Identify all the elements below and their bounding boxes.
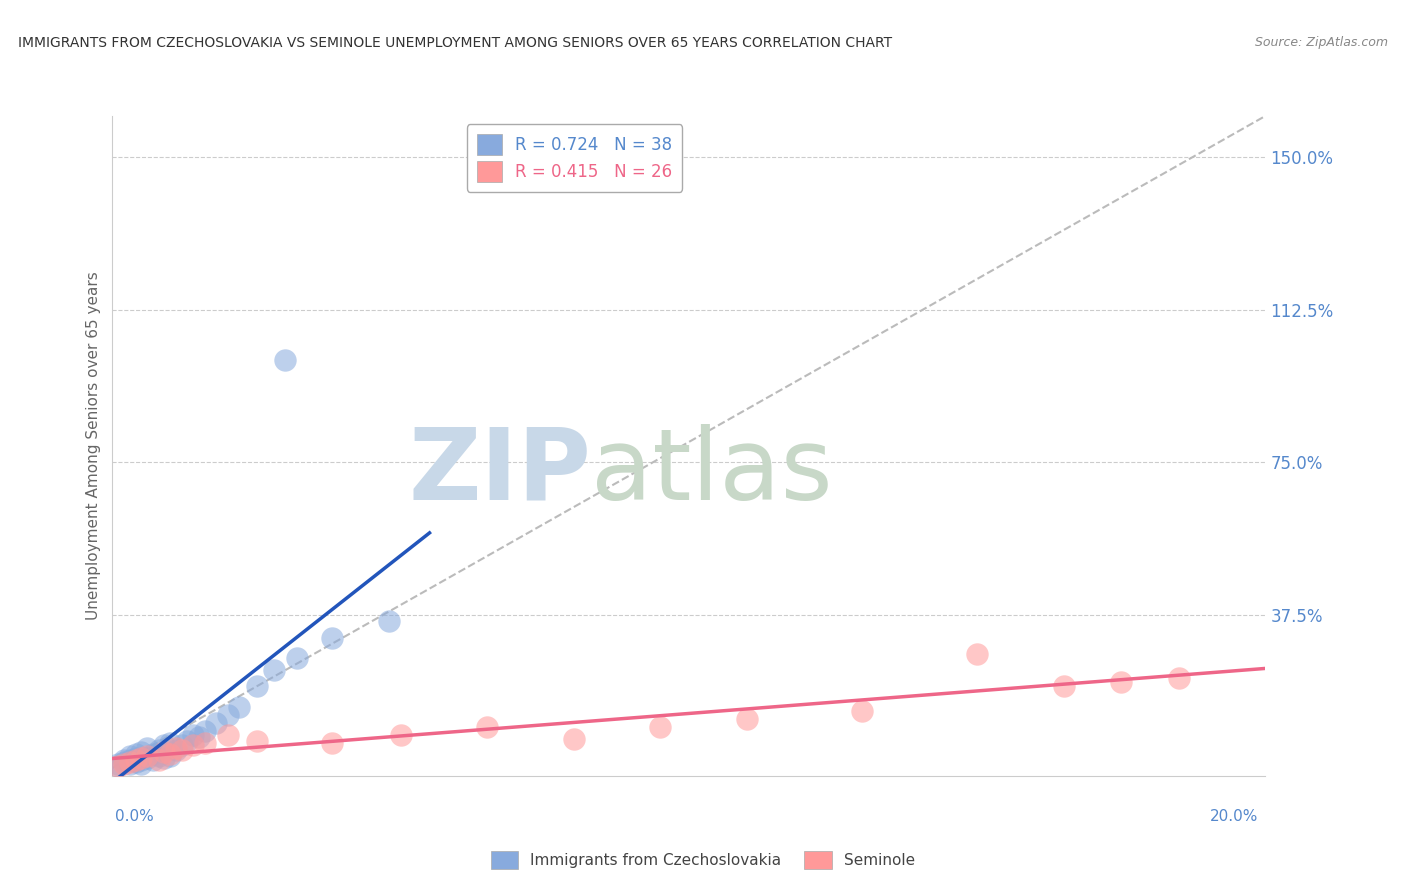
Point — [1111, 675, 1133, 690]
Point — [118, 755, 141, 769]
Point — [188, 731, 211, 745]
Point — [966, 647, 988, 661]
Point — [165, 740, 187, 755]
Point — [148, 753, 170, 767]
Text: 20.0%: 20.0% — [1211, 809, 1258, 823]
Text: ZIP: ZIP — [408, 424, 591, 521]
Point — [153, 739, 176, 753]
Point — [129, 756, 153, 771]
Point — [650, 720, 672, 734]
Point — [136, 750, 159, 764]
Point — [107, 759, 129, 773]
Point — [181, 739, 204, 753]
Point — [124, 755, 146, 769]
Point — [246, 734, 269, 748]
Point — [118, 748, 141, 763]
Point — [148, 748, 170, 763]
Point — [181, 728, 204, 742]
Point — [217, 728, 239, 742]
Point — [378, 614, 401, 628]
Point — [475, 720, 499, 734]
Point — [112, 753, 135, 767]
Y-axis label: Unemployment Among Seniors over 65 years: Unemployment Among Seniors over 65 years — [86, 272, 101, 620]
Point — [142, 753, 165, 767]
Point — [217, 707, 239, 722]
Point — [389, 728, 412, 742]
Point — [112, 755, 135, 769]
Point — [246, 680, 269, 694]
Point — [124, 747, 146, 761]
Text: IMMIGRANTS FROM CZECHOSLOVAKIA VS SEMINOLE UNEMPLOYMENT AMONG SENIORS OVER 65 YE: IMMIGRANTS FROM CZECHOSLOVAKIA VS SEMINO… — [18, 36, 893, 50]
Point — [321, 631, 343, 645]
Point — [194, 736, 217, 750]
Point — [107, 756, 129, 771]
Point — [321, 736, 343, 750]
Point — [142, 747, 165, 761]
Point — [263, 663, 285, 677]
Point — [129, 745, 153, 759]
Point — [285, 651, 308, 665]
Point — [107, 759, 129, 773]
Point — [136, 740, 159, 755]
Text: 0.0%: 0.0% — [115, 809, 155, 823]
Point — [124, 753, 146, 767]
Point — [136, 748, 159, 763]
Point — [562, 732, 585, 747]
Point — [129, 750, 153, 764]
Legend: R = 0.724   N = 38, R = 0.415   N = 26: R = 0.724 N = 38, R = 0.415 N = 26 — [467, 124, 682, 192]
Point — [118, 753, 141, 767]
Point — [176, 734, 198, 748]
Point — [165, 742, 187, 756]
Text: atlas: atlas — [591, 424, 832, 521]
Point — [129, 753, 153, 767]
Point — [159, 736, 181, 750]
Text: Source: ZipAtlas.com: Source: ZipAtlas.com — [1254, 36, 1388, 49]
Point — [124, 750, 146, 764]
Point — [205, 716, 228, 731]
Point — [170, 739, 193, 753]
Point — [228, 699, 250, 714]
Point — [1167, 671, 1189, 685]
Point — [851, 704, 873, 718]
Point — [148, 742, 170, 756]
Point — [153, 750, 176, 764]
Point — [118, 756, 141, 771]
Point — [153, 745, 176, 759]
Point — [159, 748, 181, 763]
Point — [112, 756, 135, 771]
Point — [735, 712, 758, 726]
Point — [1053, 680, 1076, 694]
Point — [194, 724, 217, 739]
Point — [159, 747, 181, 761]
Point — [170, 742, 193, 756]
Point — [274, 353, 297, 368]
Legend: Immigrants from Czechoslovakia, Seminole: Immigrants from Czechoslovakia, Seminole — [485, 845, 921, 875]
